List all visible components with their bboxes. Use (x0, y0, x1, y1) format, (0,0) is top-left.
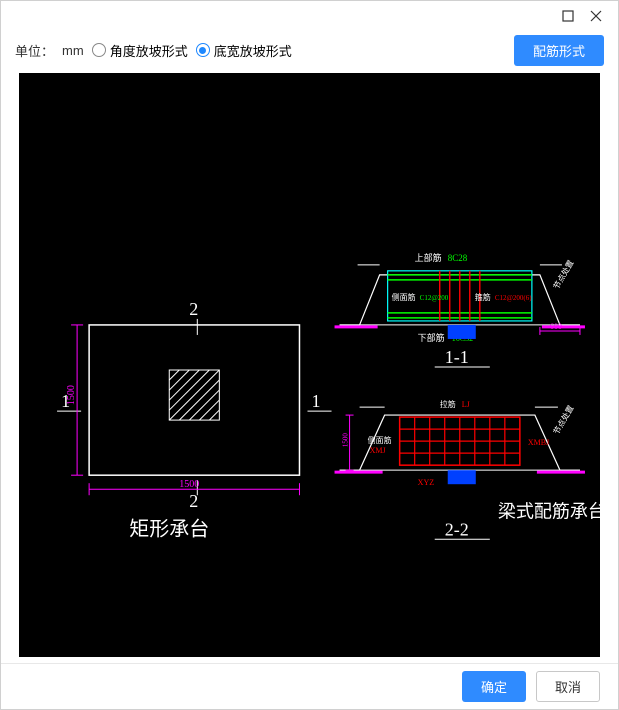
side-spec-left-2: XMJ (370, 447, 386, 456)
radio-angle[interactable] (92, 43, 106, 57)
dim-right-1: 600 (550, 322, 562, 331)
dim-height: 1500 (66, 385, 77, 405)
stirrup-label: 箍筋 (475, 292, 491, 302)
side-label-left-2: 侧面筋 (368, 436, 392, 446)
plan-title: 矩形承台 (129, 518, 209, 541)
maximize-button[interactable] (554, 4, 582, 28)
cad-canvas: 2 2 1 1 1500 (19, 73, 600, 657)
titlebar (1, 1, 618, 31)
cancel-button[interactable]: 取消 (536, 671, 600, 702)
section-mark-top: 2 (189, 299, 198, 319)
section-mark-right: 1 (312, 391, 321, 411)
maximize-icon (562, 10, 574, 22)
section-1-1: 上部筋 8C28 侧面筋 C12@200 箍筋 C12@200(6) 下部筋 1… (335, 252, 585, 367)
plan-view: 2 2 1 1 1500 (57, 299, 331, 540)
unit-label: 单位： (15, 41, 54, 60)
stirrup-label-2: 拉筋 (440, 399, 456, 409)
section-1-1-title: 1-1 (445, 347, 469, 367)
side-rebar-label: 侧面筋 (392, 292, 416, 302)
radio-width[interactable] (196, 43, 210, 57)
bottom-label-2: XYZ (418, 479, 435, 488)
section-2-2-title: 2-2 (445, 520, 469, 540)
stirrup-spec: C12@200(6) (495, 294, 532, 302)
radio-angle-group[interactable]: 角度放坡形式 (92, 41, 188, 60)
side-label-right-2: XMBJ (528, 439, 549, 448)
cad-canvas-wrap: 2 2 1 1 1500 (1, 69, 618, 663)
top-rebar-label: 上部筋 (415, 252, 442, 263)
ok-button[interactable]: 确定 (462, 671, 526, 702)
radio-width-label[interactable]: 底宽放坡形式 (214, 41, 292, 60)
close-button[interactable] (582, 4, 610, 28)
top-rebar-spec: 8C28 (448, 253, 468, 263)
close-icon (590, 10, 602, 22)
section-2-2: 拉筋 LJ 侧面筋 XMJ XMBJ XYZ 节点处置 1500 梁式配筋承台 … (335, 399, 600, 539)
dim-left-2: 1500 (342, 433, 350, 448)
stirrup-spec-2: LJ (462, 400, 470, 409)
side-text-1: 节点处置 (551, 259, 576, 292)
radio-width-group[interactable]: 底宽放坡形式 (196, 41, 292, 60)
footer: 确定 取消 (1, 663, 618, 709)
side-text-2: 节点处置 (551, 404, 576, 437)
radio-angle-label[interactable]: 角度放坡形式 (110, 41, 188, 60)
bottom-rebar-label: 下部筋 (418, 332, 445, 343)
reinforce-form-button[interactable]: 配筋形式 (514, 35, 604, 66)
side-rebar-spec: C12@200 (420, 294, 449, 302)
beam-cap-title: 梁式配筋承台 (498, 502, 600, 522)
dim-width: 1500 (179, 480, 199, 491)
toolbar: 单位： mm 角度放坡形式 底宽放坡形式 配筋形式 (1, 31, 618, 69)
dialog-window: 单位： mm 角度放坡形式 底宽放坡形式 配筋形式 (0, 0, 619, 710)
unit-value: mm (62, 43, 84, 58)
